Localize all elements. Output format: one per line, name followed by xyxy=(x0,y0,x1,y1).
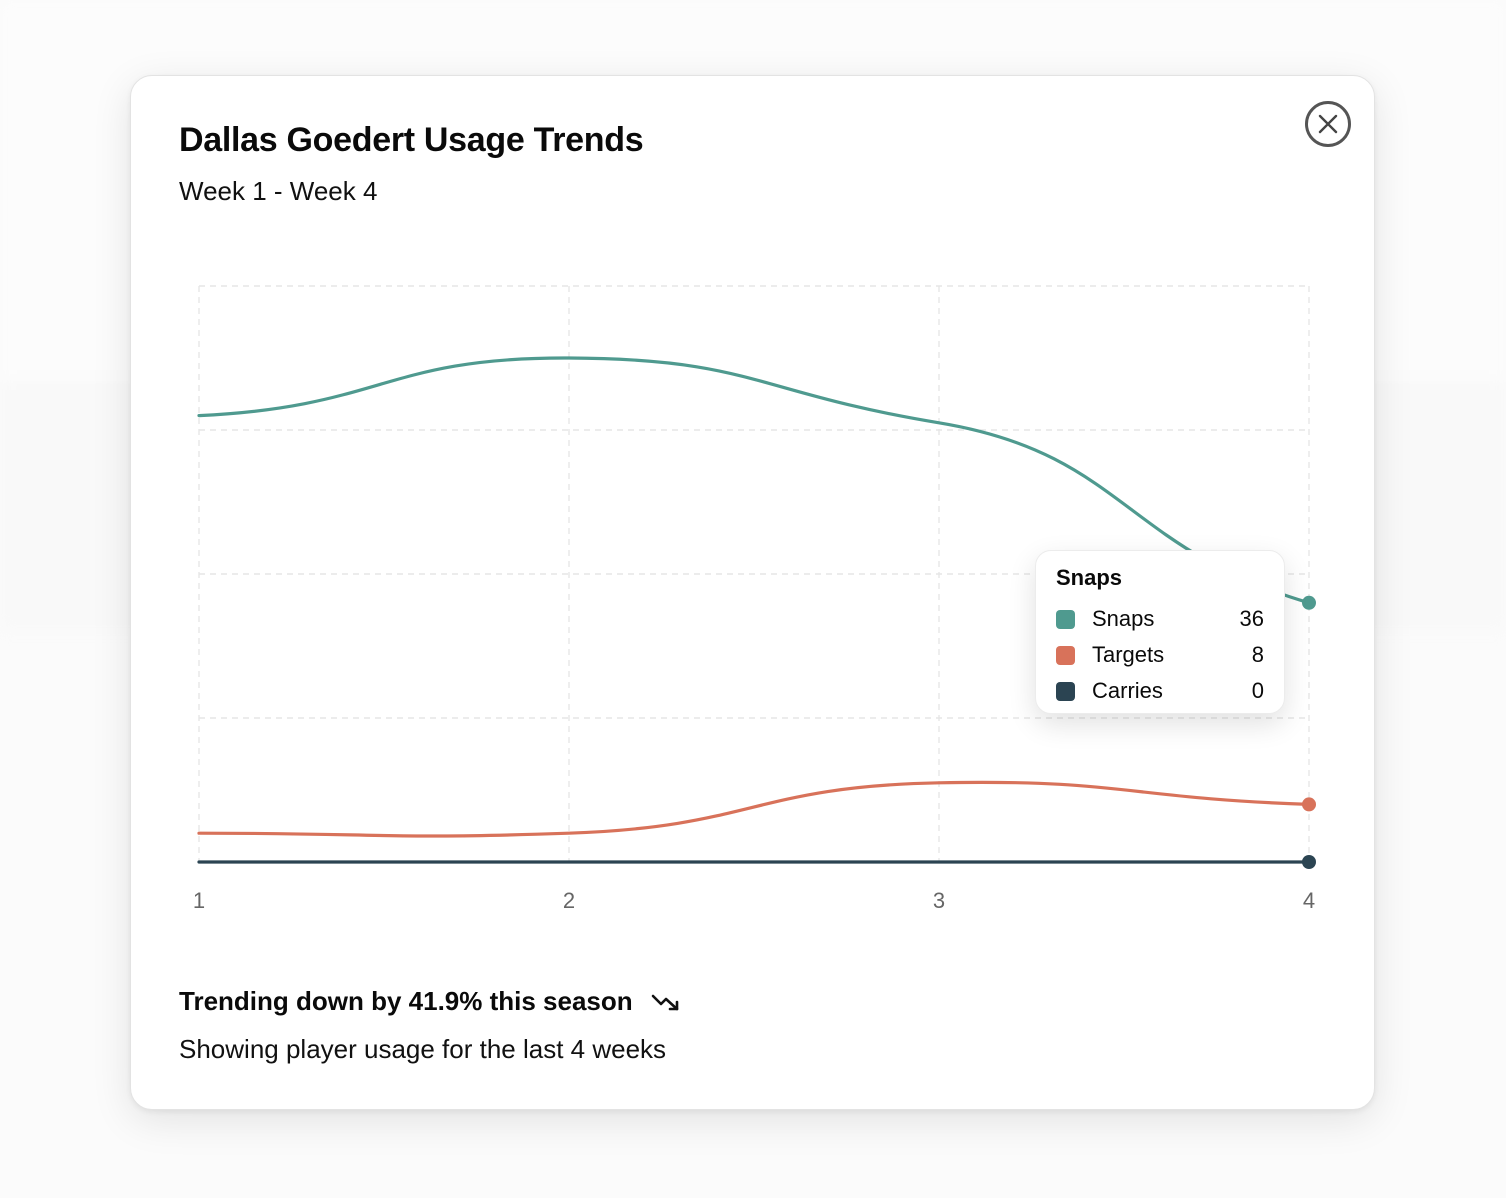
trend-text: Trending down by 41.9% this season xyxy=(179,986,633,1016)
caption: Showing player usage for the last 4 week… xyxy=(179,1034,667,1064)
series-line-targets xyxy=(197,780,1311,838)
x-axis-ticks: 1 2 3 4 xyxy=(193,888,1315,913)
x-tick-label: 2 xyxy=(563,888,575,913)
snaps-swatch xyxy=(1056,609,1075,629)
tooltip-row-value: 8 xyxy=(1251,642,1264,667)
tooltip-row-snaps: Snaps 36 xyxy=(1056,601,1264,637)
carries-swatch xyxy=(1056,681,1075,701)
chart-lines xyxy=(197,356,1311,864)
chart-points xyxy=(1302,595,1316,869)
tooltip-row-name: Targets xyxy=(1092,642,1165,667)
series-point-snaps xyxy=(1302,595,1316,610)
series-point-targets xyxy=(1302,797,1316,812)
targets-swatch xyxy=(1056,645,1075,665)
series-point-carries xyxy=(1302,855,1316,869)
series-line-snaps xyxy=(197,356,1311,605)
tooltip-row-name: Carries xyxy=(1092,678,1163,703)
close-button[interactable] xyxy=(1305,101,1351,147)
tooltip-row-carries: Carries 0 xyxy=(1056,673,1264,709)
x-tick-label: 1 xyxy=(193,888,205,913)
trending-down-icon xyxy=(651,994,678,1010)
x-tick-label: 4 xyxy=(1303,888,1315,913)
tooltip-row-value: 36 xyxy=(1239,606,1264,631)
tooltip-row-name: Snaps xyxy=(1092,606,1155,631)
tooltip-title: Snaps xyxy=(1056,565,1123,590)
modal-title: Dallas Goedert Usage Trends xyxy=(179,121,644,159)
x-tick-label: 3 xyxy=(933,888,945,913)
usage-line-chart: 1 2 3 4 xyxy=(193,285,1316,913)
close-icon xyxy=(1318,114,1338,134)
tooltip-row-value: 0 xyxy=(1251,678,1264,703)
trend-summary: Trending down by 41.9% this season xyxy=(179,986,683,1017)
usage-trends-modal: Dallas Goedert Usage Trends Week 1 - Wee… xyxy=(130,75,1375,1110)
modal-subtitle: Week 1 - Week 4 xyxy=(179,176,378,206)
chart-tooltip: Snaps Snaps 36 Targets 8 Carries 0 xyxy=(1035,550,1285,714)
tooltip-row-targets: Targets 8 xyxy=(1056,637,1264,673)
